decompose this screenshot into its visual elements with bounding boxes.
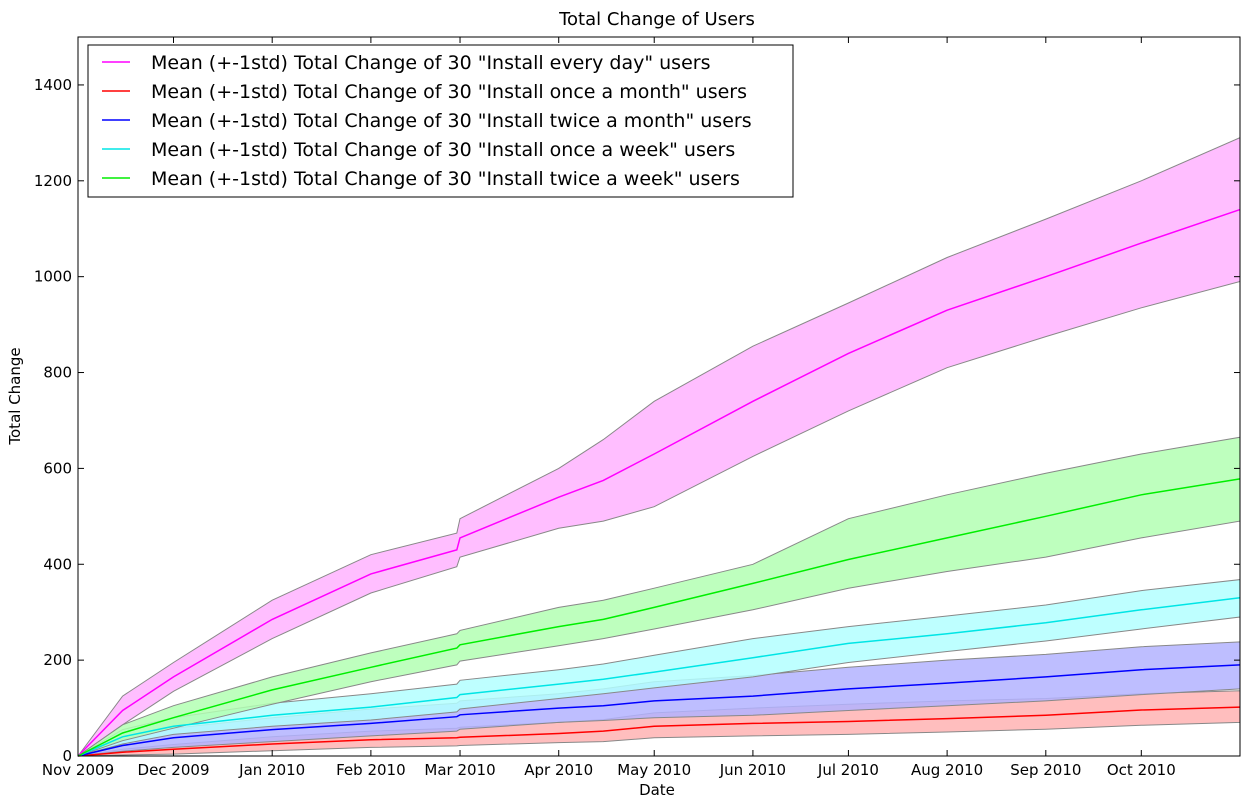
y-tick-label: 1200	[34, 172, 72, 190]
x-tick-label: May 2010	[617, 761, 691, 779]
x-axis-title: Date	[639, 781, 675, 799]
x-tick-label: Aug 2010	[911, 761, 983, 779]
y-tick-label: 800	[43, 364, 72, 382]
y-tick-label: 200	[43, 651, 72, 669]
x-tick-label: Sep 2010	[1010, 761, 1081, 779]
x-tick-label: Jul 2010	[817, 761, 879, 779]
series-1-mean-line	[77, 706, 1241, 757]
legend-label: Mean (+-1std) Total Change of 30 "Instal…	[151, 168, 740, 190]
y-axis-title: Total Change	[6, 347, 24, 445]
x-tick-label: Jun 2010	[719, 761, 786, 779]
legend-label: Mean (+-1std) Total Change of 30 "Instal…	[151, 139, 735, 161]
x-tick-label: Apr 2010	[524, 761, 593, 779]
x-axis: Nov 2009 Dec 2009 Jan 2010 Feb 2010 Mar 2010…	[42, 37, 1176, 779]
legend: Mean (+-1std) Total Change of 30 "Instal…	[87, 44, 794, 198]
x-tick-label: Dec 2009	[138, 761, 210, 779]
series-2-mean-line	[77, 664, 1241, 757]
legend-label: Mean (+-1std) Total Change of 30 "Instal…	[151, 110, 752, 132]
series-4-mean-line	[77, 478, 1241, 757]
y-tick-label: 0	[62, 747, 72, 765]
series-lines	[77, 208, 1241, 757]
confidence-bands	[77, 136, 1241, 757]
legend-label: Mean (+-1std) Total Change of 30 "Instal…	[151, 52, 710, 74]
y-tick-label: 400	[43, 555, 72, 573]
legend-box	[87, 44, 794, 198]
chart-title: Total Change of Users	[558, 9, 755, 30]
x-tick-label: Nov 2009	[42, 761, 114, 779]
x-tick-label: Feb 2010	[336, 761, 406, 779]
series-0-mean-line	[77, 208, 1241, 757]
y-tick-label: 1400	[34, 76, 72, 94]
plot-frame	[77, 36, 1241, 757]
x-tick-label: Jan 2010	[238, 761, 305, 779]
y-tick-label: 1000	[34, 268, 72, 286]
legend-label: Mean (+-1std) Total Change of 30 "Instal…	[151, 81, 747, 103]
x-tick-label: Mar 2010	[424, 761, 495, 779]
series-3-mean-line	[77, 597, 1241, 757]
y-tick-label: 600	[43, 459, 72, 477]
y-axis: 0 200 400 600 800 1000 1200 1400	[34, 76, 1240, 765]
x-tick-label: Oct 2010	[1107, 761, 1176, 779]
